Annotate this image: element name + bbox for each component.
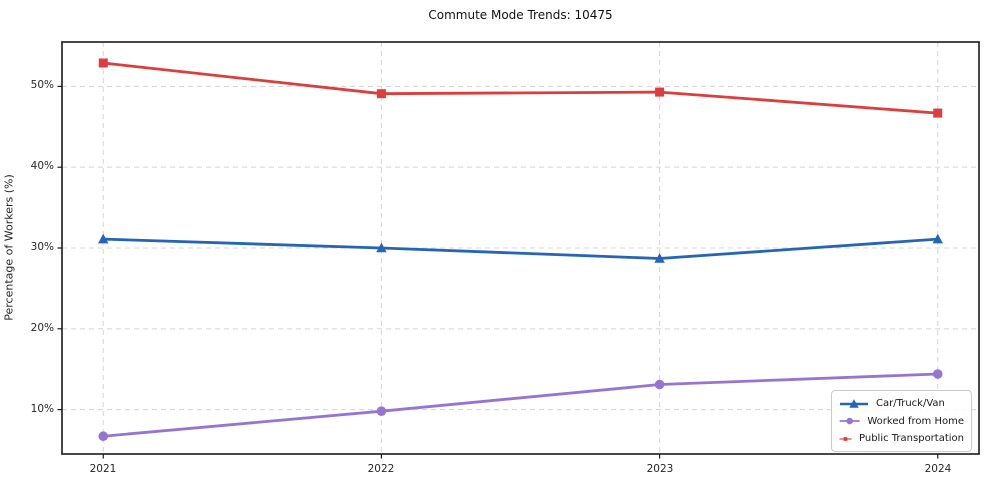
chart-title: Commute Mode Trends: 10475 (428, 8, 613, 22)
y-tick-label: 20% (30, 322, 54, 334)
y-tick-label: 50% (30, 79, 54, 91)
x-tick-label: 2022 (367, 463, 395, 475)
x-tick-label: 2021 (89, 463, 117, 475)
legend: Car/Truck/Van Worked from Home Public Tr… (831, 390, 972, 452)
y-tick-label: 30% (30, 241, 54, 253)
triangle-marker-icon (840, 398, 868, 408)
y-tick-label: 40% (30, 160, 54, 172)
legend-label: Public Transportation (859, 433, 964, 444)
square-marker-icon (839, 436, 852, 441)
legend-label: Worked from Home (867, 415, 964, 427)
legend-item-home: Worked from Home (839, 414, 964, 429)
legend-item-car: Car/Truck/Van (839, 396, 964, 411)
y-tick-label: 10% (30, 403, 54, 415)
x-tick-label: 2023 (646, 463, 674, 475)
legend-label: Car/Truck/Van (876, 398, 945, 409)
circle-marker-icon (839, 417, 860, 425)
legend-item-transit: Public Transportation (839, 431, 964, 446)
x-tick-label: 2024 (924, 463, 952, 475)
